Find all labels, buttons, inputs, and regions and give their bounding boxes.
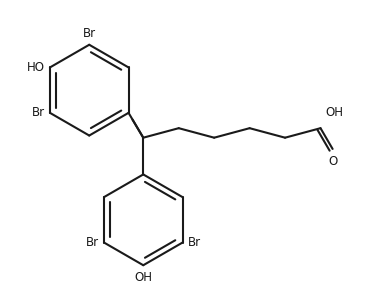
Text: Br: Br: [86, 236, 99, 249]
Text: OH: OH: [326, 106, 344, 119]
Text: OH: OH: [134, 271, 152, 284]
Text: HO: HO: [27, 61, 45, 74]
Text: O: O: [328, 154, 337, 168]
Text: Br: Br: [188, 236, 201, 249]
Text: Br: Br: [83, 26, 96, 40]
Text: Br: Br: [32, 106, 45, 119]
